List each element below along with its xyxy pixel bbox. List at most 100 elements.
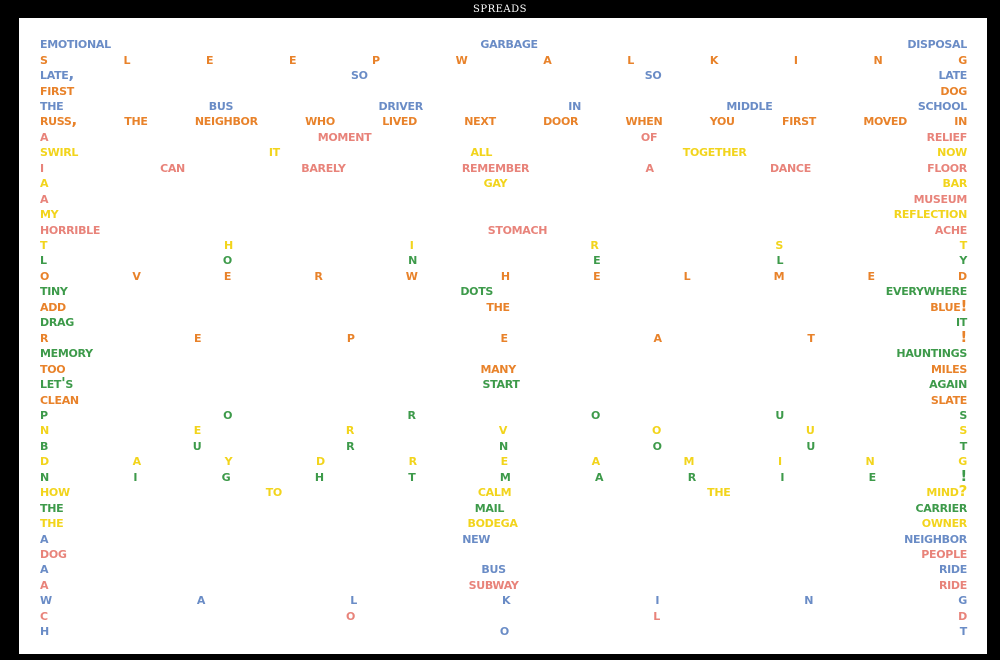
poem-word: DOTS <box>460 281 494 300</box>
poem-word: W <box>455 49 468 68</box>
poem-word: TOO <box>40 358 66 377</box>
poem-word: relief <box>926 126 968 145</box>
poem-word: BAR <box>942 173 968 192</box>
poem-word: T <box>959 235 968 254</box>
poem-line: DRAG IT <box>40 314 967 329</box>
poem-word: ride <box>938 574 967 593</box>
poem-line: COLD <box>40 605 967 624</box>
poem-word: U <box>775 404 785 423</box>
poem-word: a <box>40 188 49 207</box>
poem-word: a <box>591 451 601 470</box>
poem-word: can <box>160 157 185 176</box>
poem-word: S <box>775 235 783 254</box>
poem-line: a BUS ride <box>40 561 967 576</box>
poem-word: K <box>502 590 511 609</box>
poem-word: mind? <box>926 482 967 501</box>
poem-word: L <box>683 265 691 284</box>
poem-word: DOG <box>940 80 967 99</box>
poem-word: e <box>193 420 202 439</box>
poem-line: O Ve R W H E L Me D <box>40 265 967 284</box>
poem-word: B <box>40 435 49 454</box>
poem-word: WHO <box>305 111 335 130</box>
poem-word: n <box>40 420 49 439</box>
poem-word: N <box>408 250 417 269</box>
poem-word: H <box>224 235 233 254</box>
poem-word: O <box>652 435 662 454</box>
poem-word: BUS <box>208 95 234 114</box>
poem-word: HAUNTINGS <box>896 343 967 362</box>
poem-line: a moment OF relief <box>40 126 968 145</box>
poem-word: O <box>40 265 50 284</box>
poem-line: HOT <box>40 623 967 638</box>
poem-word: ACHE <box>934 219 967 238</box>
poem-word: E <box>868 466 877 485</box>
poem-word: emotional <box>40 34 111 53</box>
poem-word: M <box>683 451 695 470</box>
poem-line: MY reflection <box>40 206 967 221</box>
poem-word: SLATE <box>930 389 967 408</box>
poem-word: TOGETHER <box>682 142 747 161</box>
poem-word: LATE, <box>40 65 74 84</box>
poem-word: PEOPLE <box>921 544 967 563</box>
poem-word: H <box>314 466 324 485</box>
poem-line: THE BODEGA owner <box>40 515 967 530</box>
poem-word: RUSS, <box>40 111 77 130</box>
poem-word: SUBWAY <box>468 574 519 593</box>
poem-word: NOW <box>937 142 967 161</box>
poem-word: a <box>543 49 552 68</box>
poem-word: T <box>40 235 48 254</box>
poem-word: disposal <box>907 34 967 53</box>
poem-line: LONELY <box>40 252 967 267</box>
poem-line: a GAY BAR <box>40 175 967 190</box>
poem-word: BLUE! <box>930 296 967 315</box>
poem-word: THE <box>486 296 510 315</box>
poem-line: ADD THE BLUE! <box>40 296 967 315</box>
poem-word: OF <box>640 126 658 145</box>
poem-word: e <box>223 265 232 284</box>
poem-word: U <box>806 435 816 454</box>
page-title: SPREADS <box>473 4 527 15</box>
poem-word: M <box>499 466 511 485</box>
poem-word: O <box>222 250 232 269</box>
poem-word: THE <box>40 513 64 532</box>
poem-word: e <box>205 49 214 68</box>
poem-word: CLEAN <box>40 389 79 408</box>
poem-word: T <box>959 621 968 640</box>
poem-word: GAY <box>483 173 508 192</box>
poem-word: P <box>346 327 355 346</box>
poem-word: H <box>500 265 510 284</box>
poem-word: ! <box>960 327 967 346</box>
poem-word: TO <box>265 482 283 501</box>
poem-word: D <box>958 605 967 624</box>
poem-word: DRAG <box>40 312 74 331</box>
poem-word: n <box>873 49 883 68</box>
poem-word: a <box>595 466 604 485</box>
poem-word: S <box>40 49 48 68</box>
poem-line: S Le e P Wa L K In G <box>40 51 967 66</box>
poem-word: THE <box>707 482 731 501</box>
poem-word: WHEN <box>625 111 663 130</box>
poem-line: nerVOUS <box>40 422 967 437</box>
poem-word: K <box>709 49 719 68</box>
poem-line: DOG PEOPLE <box>40 546 967 561</box>
poem-word: a <box>40 574 49 593</box>
poem-line: TINY DOTS everywhere <box>40 283 967 298</box>
poem-word: I <box>133 466 138 485</box>
poem-line: Ican BARELY remember a Dance FLOOR <box>40 157 967 176</box>
poem-word: IT <box>268 142 280 161</box>
poem-word: FIRST <box>40 80 75 99</box>
poem-word: V <box>132 265 141 284</box>
poem-word: M <box>773 265 785 284</box>
poem-word: R <box>687 466 696 485</box>
poem-word: YOU <box>709 111 735 130</box>
poem-word: I <box>780 466 785 485</box>
poem-word: R <box>346 435 355 454</box>
poem-word: T <box>959 435 968 454</box>
poem-word: Y <box>959 250 967 269</box>
poem-word: r <box>345 420 355 439</box>
poem-line: BURNOUT <box>40 435 968 454</box>
poem-word: In <box>568 95 581 114</box>
poem-word: remember <box>461 157 530 176</box>
poem-line: HORRIBLE STOMACH ACHE <box>40 221 967 236</box>
poem-line: LATE, SO SO LATE <box>40 67 967 82</box>
